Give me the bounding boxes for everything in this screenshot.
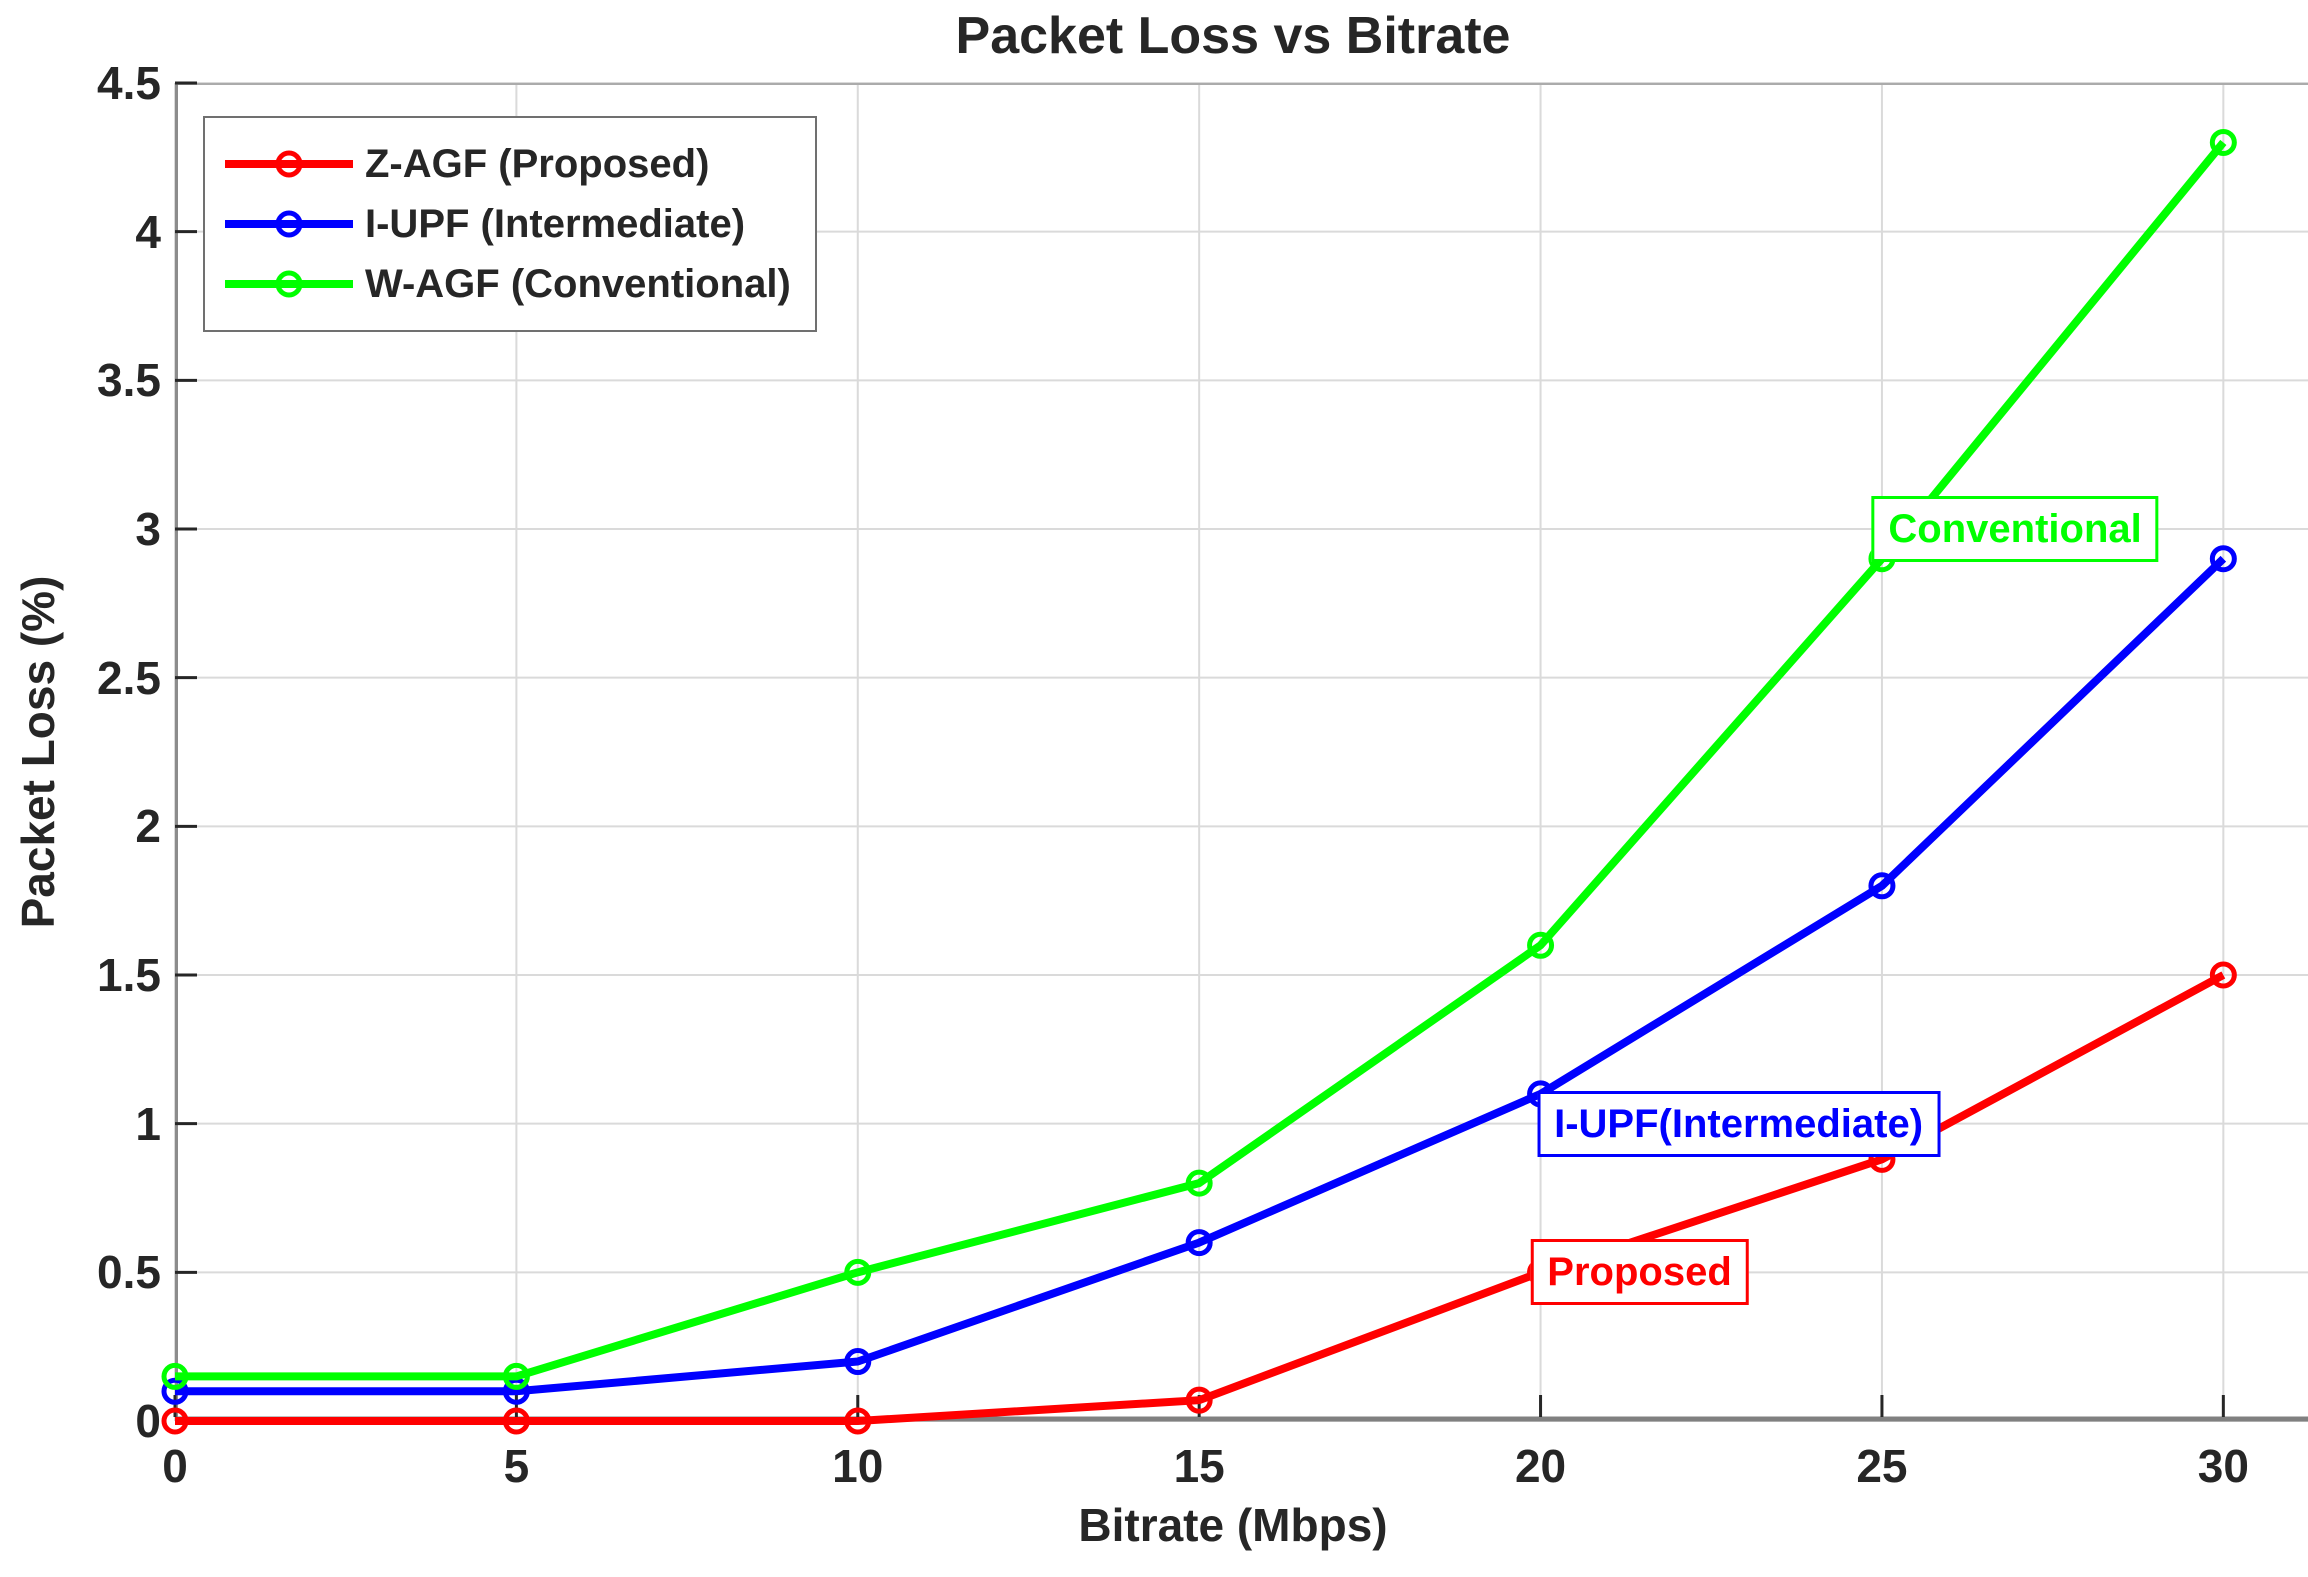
data-point-marker — [1185, 1386, 1213, 1414]
y-tick-label: 1 — [135, 1097, 161, 1150]
x-tick-label: 20 — [1514, 1440, 1567, 1492]
data-point-marker — [844, 1348, 872, 1376]
x-tick-label: 25 — [1856, 1440, 1908, 1492]
data-point-marker — [1527, 931, 1555, 959]
data-point-marker — [161, 1407, 189, 1435]
annotation-box-conventional: Conventional — [1871, 496, 2159, 562]
plot-area: Z-AGF (Proposed) I-UPF (Intermediate) W-… — [97, 57, 2308, 1492]
legend-row-proposed: Z-AGF (Proposed) — [223, 134, 791, 194]
data-point-marker — [502, 1407, 530, 1435]
x-tick-label: 0 — [162, 1440, 188, 1492]
annotation-box-proposed: Proposed — [1530, 1239, 1749, 1306]
legend-line-marker-icon — [225, 210, 353, 238]
y-tick-label: 3.5 — [97, 354, 161, 407]
x-tick-label: 10 — [832, 1440, 884, 1492]
chart-title: Packet Loss vs Bitrate — [955, 7, 1511, 65]
x-tick-label: 5 — [503, 1440, 530, 1492]
y-tick-label: 4.5 — [97, 57, 161, 109]
y-tick-label: 3 — [135, 503, 161, 555]
series-line — [175, 971, 2226, 1425]
y-tick-label: 2 — [135, 800, 161, 853]
annotation-box-i-upf-intermediate: I-UPF(Intermediate) — [1537, 1090, 1941, 1157]
x-tick-label: 30 — [2197, 1440, 2249, 1492]
y-tick-label: 1.5 — [97, 949, 161, 1001]
data-point-marker — [1868, 872, 1896, 900]
legend-label: W-AGF (Conventional) — [365, 261, 791, 306]
y-tick-label: 0 — [135, 1395, 161, 1447]
data-point-marker — [2209, 128, 2237, 156]
y-tick-label: 0.5 — [97, 1246, 161, 1299]
legend-label: I-UPF (Intermediate) — [365, 201, 746, 246]
data-point-marker — [1185, 1169, 1213, 1197]
legend-row-conventional: W-AGF (Conventional) — [223, 254, 791, 314]
x-tick-label: 15 — [1173, 1440, 1225, 1492]
data-point-marker — [844, 1407, 872, 1435]
data-point-marker — [844, 1258, 872, 1286]
y-axis-label: Packet Loss (%) — [12, 575, 64, 929]
data-point-marker — [2209, 545, 2237, 573]
legend-label: Z-AGF (Proposed) — [365, 141, 710, 186]
data-point-marker — [502, 1362, 530, 1390]
legend: Z-AGF (Proposed) I-UPF (Intermediate) W-… — [203, 116, 817, 332]
x-axis-label: Bitrate (Mbps) — [1078, 1499, 1388, 1551]
series-line — [175, 555, 2227, 1396]
data-point-marker — [2209, 961, 2237, 989]
legend-row-intermediate: I-UPF (Intermediate) — [223, 194, 791, 254]
legend-line-marker-icon — [225, 270, 353, 298]
data-point-marker — [1185, 1229, 1213, 1257]
y-tick-label: 2.5 — [97, 651, 161, 704]
data-point-marker — [161, 1362, 189, 1390]
legend-line-marker-icon — [225, 150, 353, 178]
y-tick-label: 4 — [135, 205, 161, 258]
